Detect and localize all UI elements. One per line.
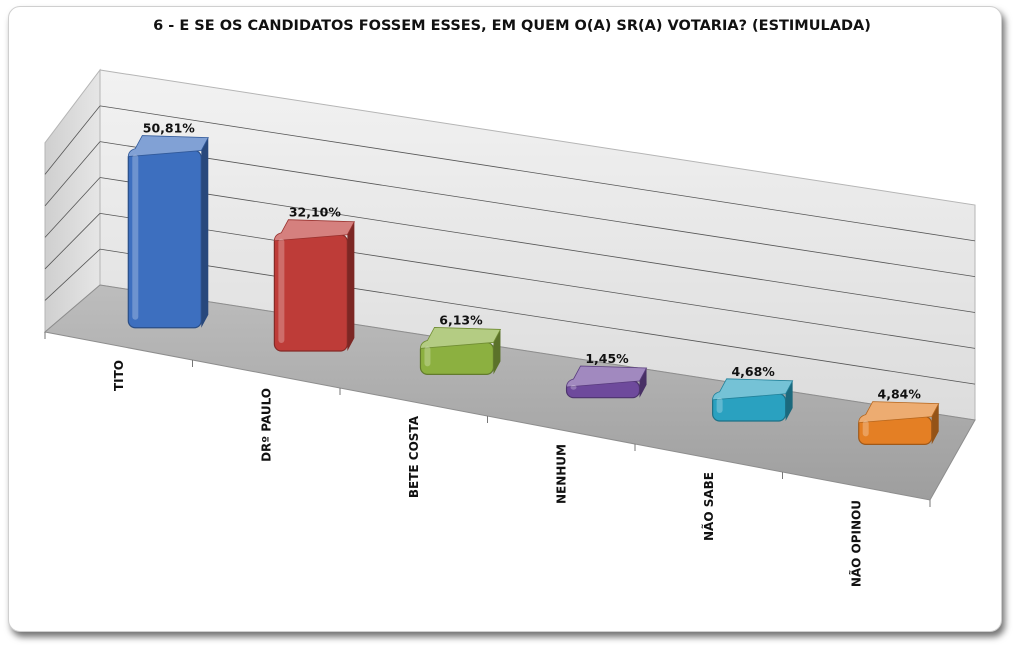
bar-highlight	[862, 420, 869, 437]
category-label: NÃO OPINOU	[848, 500, 863, 587]
bar-1	[127, 135, 209, 329]
category-label: TITO	[112, 360, 126, 391]
data-label: 1,45%	[585, 351, 629, 366]
gridline	[99, 177, 976, 313]
gridline	[99, 248, 976, 385]
bar-side-face	[493, 329, 501, 375]
gridline	[99, 141, 976, 278]
gridline	[44, 213, 101, 270]
bar-side-face	[639, 367, 647, 398]
category-label: DRº PAULO	[259, 388, 273, 462]
bar-6	[858, 401, 940, 445]
bar-side-face	[201, 137, 209, 328]
bar-side-face	[347, 221, 355, 352]
bar-3	[419, 327, 502, 375]
data-label: 32,10%	[289, 205, 342, 220]
bar-4	[565, 365, 648, 399]
gridline	[44, 141, 101, 207]
category-label: BETE COSTA	[407, 415, 421, 498]
gridline	[44, 105, 101, 175]
bar-2	[273, 219, 356, 352]
bar-top-face	[566, 365, 648, 388]
bar-5	[712, 378, 794, 422]
data-label: 6,13%	[439, 312, 483, 327]
bar-top-face	[712, 378, 794, 401]
bar-top-face	[858, 401, 940, 424]
bar-highlight	[570, 384, 577, 390]
bar-front-face	[273, 234, 348, 352]
category-label: NÃO SABE	[701, 472, 716, 541]
bar-highlight	[424, 346, 431, 367]
data-label: 50,81%	[143, 121, 196, 136]
bar-highlight	[132, 154, 139, 320]
bar-top-face	[420, 327, 502, 349]
gridline	[44, 248, 101, 301]
bar-front-face	[127, 149, 202, 329]
bar-highlight	[716, 397, 723, 414]
data-label: 4,68%	[731, 364, 775, 379]
gridline	[99, 105, 976, 242]
bar-top-face	[127, 135, 209, 158]
bar-highlight	[278, 238, 285, 344]
data-label: 4,84%	[878, 387, 922, 402]
bar-top-face	[273, 219, 356, 242]
category-label: NENHUM	[554, 444, 568, 504]
gridline	[99, 212, 976, 349]
gridline	[44, 177, 101, 238]
chart-title: 6 - E SE OS CANDIDATOS FOSSEM ESSES, EM …	[153, 18, 871, 34]
